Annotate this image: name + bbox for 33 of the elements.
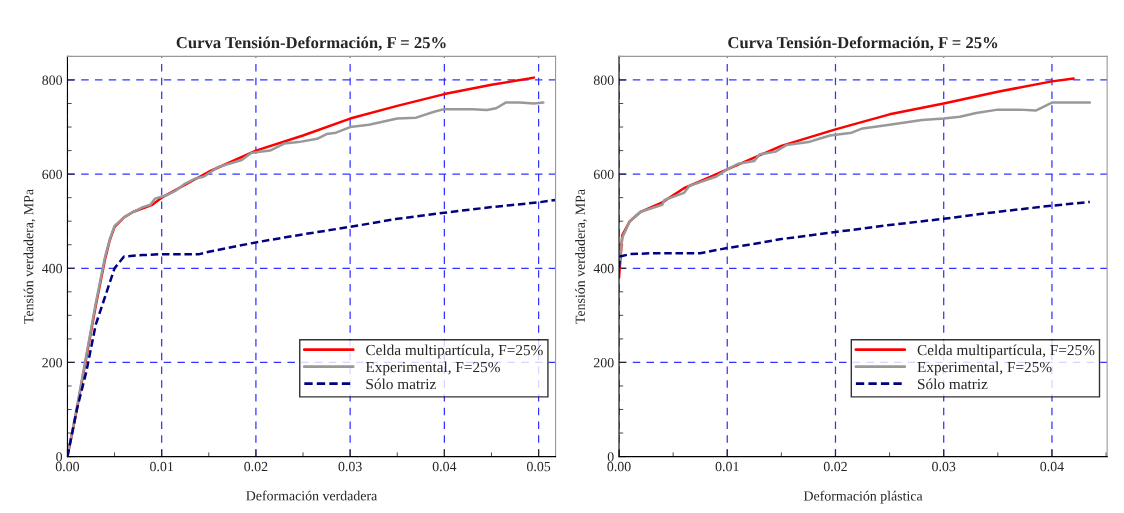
chart-title: Curva Tensión-Deformación, F = 25% bbox=[728, 36, 998, 51]
y-tick-label: 600 bbox=[42, 169, 63, 180]
legend-label: Celda multipartícula, F=25% bbox=[917, 344, 1095, 359]
x-tick-label: 0.02 bbox=[244, 461, 268, 472]
y-tick-label: 600 bbox=[593, 169, 614, 180]
legend-label: Sólo matriz bbox=[366, 378, 436, 390]
x-tick-label: 0.00 bbox=[55, 461, 80, 472]
x-tick-label: 0.04 bbox=[432, 461, 457, 472]
y-tick-label: 400 bbox=[593, 263, 614, 274]
y-axis-title: Tensión verdadera, MPa bbox=[23, 189, 36, 324]
y-tick-label: 200 bbox=[593, 358, 614, 368]
y-tick-label: 0 bbox=[56, 452, 63, 462]
x-tick-label: 0.02 bbox=[823, 461, 847, 472]
chart-title: Curva Tensión-Deformación, F = 25% bbox=[176, 36, 446, 51]
x-tick-label: 0.01 bbox=[715, 461, 739, 472]
legend-label: Celda multipartícula, F=25% bbox=[366, 344, 543, 359]
legend-label: Experimental, F=25% bbox=[917, 361, 1052, 376]
legend-label: Experimental, F=25% bbox=[365, 361, 500, 376]
x-axis-title: Deformación plástica bbox=[803, 490, 923, 504]
y-axis-title: Tensión verdadera, MPa bbox=[575, 189, 587, 324]
x-tick-label: 0.04 bbox=[1040, 461, 1064, 472]
y-tick-label: 0 bbox=[607, 452, 614, 462]
y-tick-label: 200 bbox=[42, 358, 63, 368]
x-axis-title: Deformación verdadera bbox=[246, 490, 378, 501]
y-tick-label: 800 bbox=[42, 75, 63, 85]
legend-label: Sólo matriz bbox=[918, 378, 988, 390]
x-tick-label: 0.03 bbox=[932, 461, 956, 472]
x-tick-label: 0.01 bbox=[150, 461, 173, 472]
x-tick-label: 0.03 bbox=[338, 461, 362, 472]
y-tick-label: 400 bbox=[42, 263, 63, 274]
x-tick-label: 0.00 bbox=[607, 461, 631, 472]
x-tick-label: 0.05 bbox=[526, 461, 551, 472]
y-tick-label: 800 bbox=[593, 75, 614, 85]
